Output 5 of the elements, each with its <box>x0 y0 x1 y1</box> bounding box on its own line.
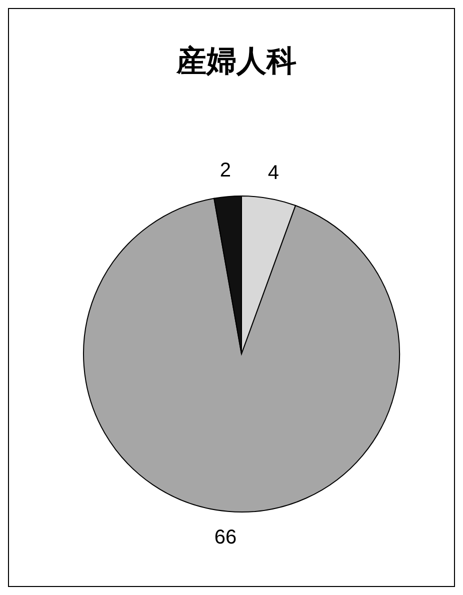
pie-slice <box>83 198 400 512</box>
data-label: 4 <box>268 162 280 184</box>
data-label: 2 <box>220 160 232 182</box>
data-label: 66 <box>214 526 237 548</box>
chart-title: 産婦人科 <box>176 44 296 79</box>
